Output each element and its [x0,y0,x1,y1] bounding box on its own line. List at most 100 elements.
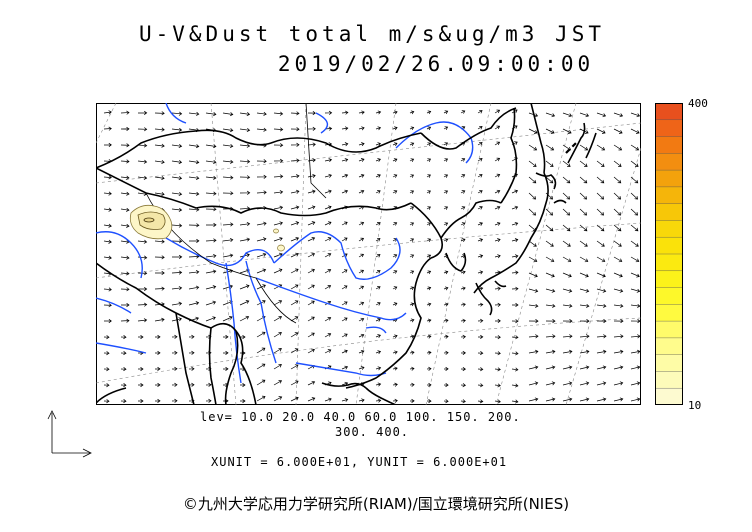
wind-arrow [358,349,365,354]
wind-arrow [290,236,300,242]
wind-arrow [511,319,519,324]
wind-arrow [205,300,217,306]
wind-arrow [222,128,234,133]
wind-arrow [477,302,484,307]
wind-arrow [171,144,183,149]
wind-arrow [528,288,539,293]
wind-arrow [375,110,382,115]
wind-arrow [324,173,332,178]
wind-arrow [171,160,183,165]
wind-arrow [307,205,316,210]
wind-arrow [579,160,588,167]
wind-arrow [443,206,449,210]
wind-arrow [392,126,398,131]
wind-arrow [375,174,381,178]
wind-arrow [613,381,624,386]
wind-arrow [426,110,432,115]
wind-arrow [613,256,623,263]
wind-arrow [171,286,183,291]
wind-arrow [630,349,641,354]
scale-bin [655,170,683,188]
wind-arrow [477,318,484,323]
wind-arrow [545,112,556,118]
wind-arrow [290,127,300,132]
wind-arrow [409,286,415,291]
wind-arrow [460,286,466,291]
wind-arrow [358,285,365,290]
wind-arrow [222,175,234,180]
wind-arrow [409,158,415,162]
wind-arrow [358,253,365,258]
wind-arrow [613,240,622,247]
wind-arrow [528,160,537,167]
wind-arrow [596,224,605,232]
wind-arrow [426,366,432,371]
wind-arrow [613,349,624,354]
wind-arrow [545,349,556,354]
wind-arrow [443,126,449,130]
wind-arrow [290,142,300,147]
wind-arrow [375,190,381,194]
wind-arrow [307,284,315,290]
wind-arrow [188,334,195,339]
wind-arrow [613,176,622,184]
wind-arrow [579,288,590,293]
wind-arrow [240,383,246,388]
wind-arrow [273,143,284,148]
wind-arrow [392,382,398,387]
wind-arrow [613,128,623,134]
scale-min-label: 10 [688,399,702,412]
wind-arrow [494,157,501,162]
wind-arrow [256,111,267,116]
wind-arrow [545,288,556,293]
wind-arrow [494,173,501,178]
wind-arrow [290,396,299,402]
wind-arrow [409,398,415,403]
wind-arrow [392,350,398,355]
wind-arrow [596,144,606,151]
wind-arrow [409,174,415,178]
wind-arrow [562,112,573,118]
wind-arrow [460,190,466,194]
wind-arrow [358,110,365,115]
wind-arrow [409,222,415,226]
wind-arrow [630,192,639,200]
wind-arrow [324,205,332,210]
wind-arrow [409,238,415,242]
wind-arrow [545,319,556,324]
wind-arrow [256,347,266,354]
wind-arrow [358,158,365,162]
wind-arrow [341,142,349,147]
scale-bin [655,354,683,372]
wind-arrow [307,252,316,258]
wind-arrow [205,316,216,322]
wind-arrow [477,351,484,356]
dust-contours [129,204,285,252]
wind-arrow [528,303,539,308]
wind-arrow [426,238,432,242]
wind-arrow [375,158,381,162]
wind-arrow [171,191,183,197]
wind-arrow [188,350,195,355]
wind-arrow [103,367,110,372]
wind-arrow [630,112,641,118]
wind-arrow [341,221,348,226]
wind-arrow [290,300,299,306]
wind-arrow [579,303,590,308]
wind-arrow [273,347,282,354]
wind-arrow [205,253,217,259]
wind-arrow [239,127,251,133]
wind-arrow [171,207,183,212]
wind-arrow [341,237,348,242]
wind-arrow [596,334,607,339]
wind-arrow [120,271,130,276]
wind-arrow [596,381,607,386]
wind-arrow [409,254,415,258]
wind-arrow [613,272,623,278]
wind-arrow [103,239,112,244]
wind-arrow [630,128,640,134]
wind-arrow [579,319,590,324]
wind-arrow [239,268,250,274]
wind-arrow [630,256,640,263]
wind-arrow [477,125,483,130]
